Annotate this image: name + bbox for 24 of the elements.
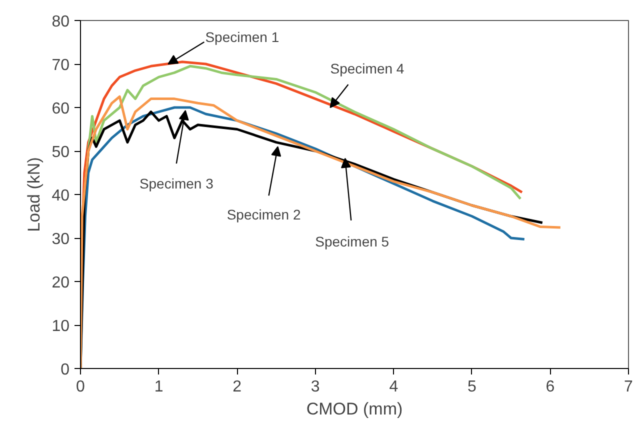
y-tick-label: 50 (52, 144, 70, 161)
annotation: Specimen 1 (205, 29, 280, 45)
y-tick-label: 60 (52, 100, 70, 118)
x-tick-label: 0 (76, 378, 86, 396)
y-tick-label: 40 (52, 188, 70, 204)
annotation: Specimen 5 (315, 233, 390, 250)
annotation: Specimen 3 (139, 176, 214, 192)
y-tick-label: 30 (52, 231, 70, 248)
y-tick-label: 80 (52, 14, 70, 30)
x-tick-label: 7 (624, 378, 634, 396)
x-tick-label: 6 (546, 378, 555, 396)
y-tick-label: 20 (52, 274, 70, 292)
x-tick-label: 1 (154, 378, 164, 396)
annotation: Specimen 2 (226, 206, 301, 223)
y-tick-label: 70 (52, 57, 70, 74)
annotation: Specimen 4 (330, 60, 404, 76)
x-axis-title: CMOD (mm) (306, 400, 403, 418)
y-tick-label: 10 (52, 318, 70, 335)
x-tick-label: 4 (389, 378, 398, 396)
y-axis-title: Load (kN) (24, 157, 44, 232)
x-tick-label: 5 (467, 378, 476, 396)
x-tick-label: 2 (232, 378, 242, 396)
y-tick-label: 0 (60, 362, 70, 378)
x-tick-label: 3 (310, 378, 320, 396)
